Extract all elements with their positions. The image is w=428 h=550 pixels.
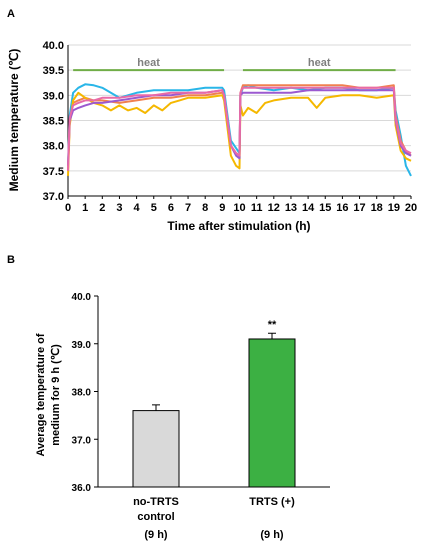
panel-a-x-tick-label: 17 (353, 202, 365, 214)
panel-b-bar (132, 410, 180, 488)
panel-a-x-ticks: 0 1 2 3 4 5 6 7 8 9 10 11 12 13 14 15 16 17 18 19 20 (65, 196, 417, 214)
panel-a-x-tick-label: 18 (371, 202, 383, 214)
panel-a-x-tick-label: 9 (219, 202, 225, 214)
panel-b-significance-marker: ** (268, 319, 277, 331)
panel-a-y-tick-label: 39.0 (43, 90, 64, 102)
panel-a-x-tick-label: 15 (319, 202, 331, 214)
panel-a-x-tick-label: 12 (268, 202, 280, 214)
panel-a-y-tick-label: 38.0 (43, 141, 64, 153)
panel-a-series (67, 83, 412, 177)
panel-a-x-tick-label: 2 (99, 202, 105, 214)
panel-a-series-line (67, 89, 412, 166)
panel-b-y-axis-label-line-1: Average temperature of (35, 333, 47, 456)
panel-a-x-tick-label: 0 (65, 202, 71, 214)
panel-a-y-tick-label: 38.5 (43, 116, 64, 128)
panel-b-category-label: (9 h) (260, 529, 284, 541)
panel-b-y-tick-label: 38.0 (72, 388, 92, 399)
panel-a-label: A (7, 8, 15, 20)
panel-b-category-label: (9 h) (144, 529, 168, 541)
panel-b-bar-chart: B 36.0 37.0 38.0 39.0 40.0 ** no-TRTS control… (7, 254, 330, 541)
panel-a-x-tick-label: 5 (151, 202, 157, 214)
panel-b-y-axis-label-line-2: medium for 9 h (℃) (50, 344, 62, 446)
panel-b-category-label: no-TRTS (133, 496, 179, 508)
panel-b-x-labels: no-TRTS control (9 h) TRTS (+) (9 h) (133, 496, 295, 541)
panel-a-series-line (67, 91, 412, 176)
panel-b-y-tick-label: 36.0 (72, 483, 92, 494)
panel-b-bar (248, 338, 296, 488)
panel-a-x-axis-label: Time after stimulation (h) (167, 219, 310, 233)
panel-b-y-tick-label: 37.0 (72, 435, 92, 446)
panel-b-bars: ** (132, 319, 296, 488)
panel-a-x-tick-label: 11 (251, 202, 263, 214)
panel-a-y-ticks: 37.0 37.5 38.0 38.5 39.0 39.5 40.0 (43, 40, 64, 203)
panel-a-x-tick-label: 4 (134, 202, 141, 214)
panel-a-y-axis-label: Medium temperature (℃) (7, 49, 21, 192)
panel-a-heat-label: heat (308, 57, 331, 69)
panel-a-series-line (67, 86, 412, 171)
panel-b-y-tick-label: 39.0 (72, 340, 92, 351)
panel-a-y-tick-label: 37.0 (43, 191, 64, 203)
panel-a-x-tick-label: 6 (168, 202, 174, 214)
panel-b-category-label: control (137, 511, 174, 523)
panel-a-annotations: heat heat (73, 57, 396, 72)
panel-a-heat-label: heat (137, 57, 160, 69)
panel-a-x-tick-label: 3 (116, 202, 122, 214)
panel-b-y-tick-label: 40.0 (72, 292, 92, 303)
panel-b-category-label: TRTS (+) (249, 496, 295, 508)
panel-a-y-tick-label: 39.5 (43, 65, 64, 77)
panel-a-x-tick-label: 10 (233, 202, 245, 214)
panel-b-y-axis-label: Average temperature of medium for 9 h (℃… (35, 333, 62, 456)
panel-b-label: B (7, 254, 15, 266)
panel-a-x-tick-label: 1 (82, 202, 88, 214)
panel-a-x-tick-label: 14 (302, 202, 315, 214)
panel-a-x-tick-label: 16 (336, 202, 348, 214)
panel-b-y-ticks: 36.0 37.0 38.0 39.0 40.0 (72, 292, 98, 494)
panel-a-x-tick-label: 20 (405, 202, 417, 214)
panel-a-x-tick-label: 7 (185, 202, 191, 214)
panel-a-x-tick-label: 13 (285, 202, 297, 214)
panel-a-x-tick-label: 8 (202, 202, 208, 214)
panel-a-y-tick-label: 37.5 (43, 166, 64, 178)
panel-a-x-tick-label: 19 (388, 202, 400, 214)
panel-a-y-tick-label: 40.0 (43, 40, 64, 52)
